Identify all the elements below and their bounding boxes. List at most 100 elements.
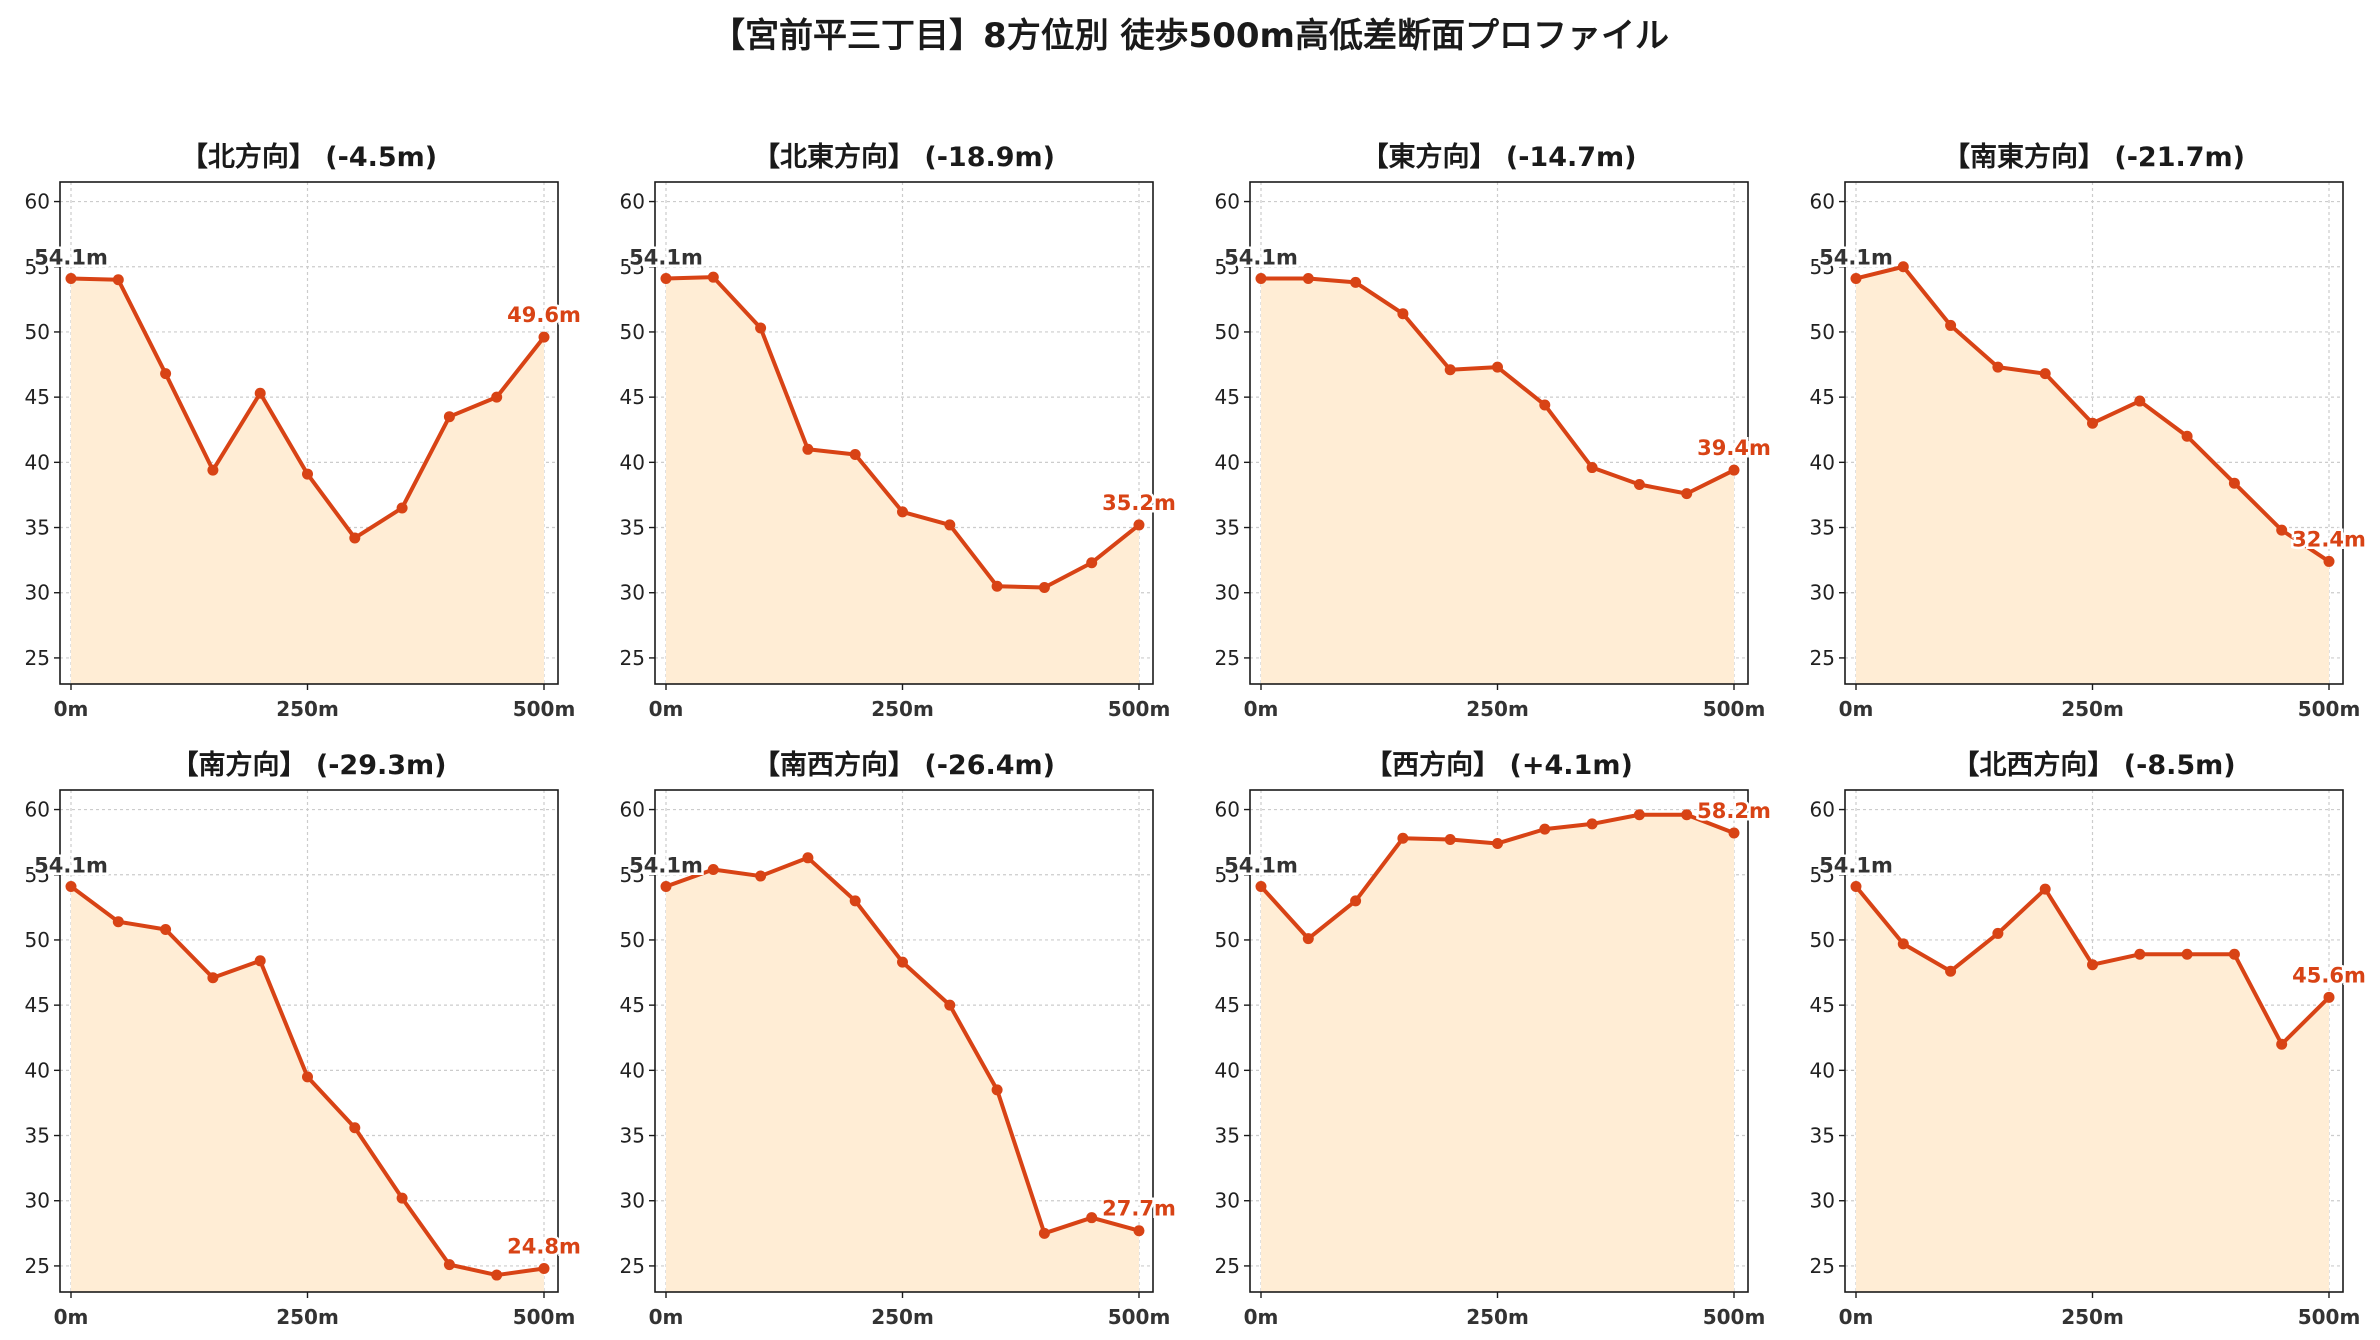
y-tick-label: 60 bbox=[620, 798, 645, 822]
data-point bbox=[112, 274, 124, 286]
y-tick-label: 40 bbox=[620, 450, 645, 474]
chart-panel-0: 25 30 35 40 45 50 55 60 0m 250m 500m 【北方向】 (-4.5m) 5… bbox=[25, 141, 584, 721]
data-point bbox=[65, 272, 77, 284]
x-tick-label: 0m bbox=[649, 1305, 684, 1329]
y-tick-label: 55 bbox=[1215, 863, 1240, 887]
data-point bbox=[1397, 832, 1409, 844]
data-point bbox=[1586, 462, 1598, 474]
x-tick-label: 250m bbox=[1466, 697, 1529, 721]
y-tick-label: 45 bbox=[1215, 993, 1240, 1017]
data-point bbox=[1728, 827, 1740, 839]
start-elevation-label: 54.1m bbox=[629, 245, 703, 269]
chart-panel-2: 25 30 35 40 45 50 55 60 0m 250m 500m 【東方向】 (-14.7m)… bbox=[1215, 141, 1774, 721]
data-point bbox=[491, 1269, 503, 1281]
data-point bbox=[1850, 272, 1862, 284]
start-elevation-label: 54.1m bbox=[1819, 853, 1893, 877]
chart-panel-4: 25 30 35 40 45 50 55 60 0m 250m 500m 【南方向】 (-29.3m)… bbox=[25, 749, 584, 1329]
y-tick-label: 40 bbox=[1810, 450, 1835, 474]
data-point bbox=[2323, 991, 2335, 1003]
y-tick-label: 55 bbox=[25, 863, 50, 887]
y-tick-label: 55 bbox=[1215, 255, 1240, 279]
plot-frame bbox=[59, 181, 559, 685]
y-tick-label: 35 bbox=[1215, 1124, 1240, 1148]
data-point bbox=[944, 519, 956, 531]
start-elevation-label: 54.1m bbox=[1224, 245, 1298, 269]
y-tick-label: 30 bbox=[620, 1189, 645, 1213]
end-elevation-label: 39.4m bbox=[1697, 436, 1771, 460]
y-tick-label: 55 bbox=[1810, 255, 1835, 279]
x-tick-label: 250m bbox=[1466, 1305, 1529, 1329]
y-tick-label: 45 bbox=[25, 385, 50, 409]
plot-frame bbox=[1844, 789, 2344, 1293]
chart-panel-3: 25 30 35 40 45 50 55 60 0m 250m 500m 【南東方向】 (-21.7m… bbox=[1810, 141, 2369, 721]
plot-frame bbox=[1249, 181, 1749, 685]
data-point bbox=[1302, 272, 1314, 284]
y-tick-label: 50 bbox=[620, 320, 645, 344]
y-tick-label: 50 bbox=[1810, 320, 1835, 344]
data-point bbox=[254, 955, 266, 967]
data-point bbox=[660, 880, 672, 892]
y-tick-label: 50 bbox=[620, 928, 645, 952]
y-tick-label: 60 bbox=[1810, 190, 1835, 214]
end-elevation-label: 32.4m bbox=[2292, 527, 2366, 551]
end-elevation-label: 27.7m bbox=[1102, 1197, 1176, 1221]
y-tick-label: 55 bbox=[25, 255, 50, 279]
data-point bbox=[849, 895, 861, 907]
data-point bbox=[1945, 965, 1957, 977]
data-point bbox=[1633, 479, 1645, 491]
y-tick-label: 50 bbox=[25, 320, 50, 344]
plot-frame bbox=[59, 789, 559, 1293]
data-point bbox=[1681, 488, 1693, 500]
data-point bbox=[538, 331, 550, 343]
y-tick-label: 45 bbox=[620, 993, 645, 1017]
data-point bbox=[2181, 430, 2193, 442]
subplot-title: 【北西方向】 (-8.5m) bbox=[1952, 749, 2235, 781]
y-tick-label: 35 bbox=[1810, 516, 1835, 540]
plot-frame bbox=[654, 789, 1154, 1293]
data-point bbox=[1444, 834, 1456, 846]
subplot-title: 【南東方向】 (-21.7m) bbox=[1943, 141, 2245, 173]
y-tick-label: 60 bbox=[1215, 190, 1240, 214]
data-point bbox=[1133, 519, 1145, 531]
y-tick-label: 30 bbox=[1810, 1189, 1835, 1213]
y-tick-label: 40 bbox=[25, 450, 50, 474]
data-point bbox=[2276, 1038, 2288, 1050]
data-point bbox=[1539, 823, 1551, 835]
y-tick-label: 60 bbox=[1810, 798, 1835, 822]
data-point bbox=[396, 1192, 408, 1204]
data-point bbox=[1539, 399, 1551, 411]
y-tick-label: 45 bbox=[620, 385, 645, 409]
y-tick-label: 40 bbox=[1215, 1058, 1240, 1082]
data-point bbox=[491, 391, 503, 403]
start-elevation-label: 54.1m bbox=[34, 853, 108, 877]
chart-panel-7: 25 30 35 40 45 50 55 60 0m 250m 500m 【北西方向】 (-8.5m)… bbox=[1810, 749, 2369, 1329]
data-point bbox=[2228, 948, 2240, 960]
data-point bbox=[755, 322, 767, 334]
subplot-title: 【西方向】 (+4.1m) bbox=[1365, 749, 1633, 781]
plot-frame bbox=[1844, 181, 2344, 685]
data-point bbox=[2323, 555, 2335, 567]
elevation-area bbox=[1856, 886, 2329, 1292]
chart-panel-6: 25 30 35 40 45 50 55 60 0m 250m 500m 【西方向】 (+4.1m) 5… bbox=[1215, 749, 1774, 1329]
data-point bbox=[707, 271, 719, 283]
y-tick-label: 30 bbox=[25, 581, 50, 605]
data-point bbox=[160, 924, 172, 936]
data-point bbox=[1350, 276, 1362, 288]
y-tick-label: 35 bbox=[620, 516, 645, 540]
end-elevation-label: 45.6m bbox=[2292, 963, 2366, 987]
data-point bbox=[1133, 1225, 1145, 1237]
y-tick-label: 45 bbox=[25, 993, 50, 1017]
data-point bbox=[1992, 361, 2004, 373]
start-elevation-label: 54.1m bbox=[629, 853, 703, 877]
data-point bbox=[65, 880, 77, 892]
y-tick-label: 30 bbox=[25, 1189, 50, 1213]
y-tick-label: 50 bbox=[1215, 928, 1240, 952]
elevation-area bbox=[666, 277, 1139, 684]
data-point bbox=[897, 956, 908, 968]
y-tick-label: 60 bbox=[25, 190, 50, 214]
data-point bbox=[1038, 1227, 1050, 1239]
data-point bbox=[349, 532, 361, 544]
data-point bbox=[1397, 308, 1409, 320]
y-tick-label: 55 bbox=[1810, 863, 1835, 887]
